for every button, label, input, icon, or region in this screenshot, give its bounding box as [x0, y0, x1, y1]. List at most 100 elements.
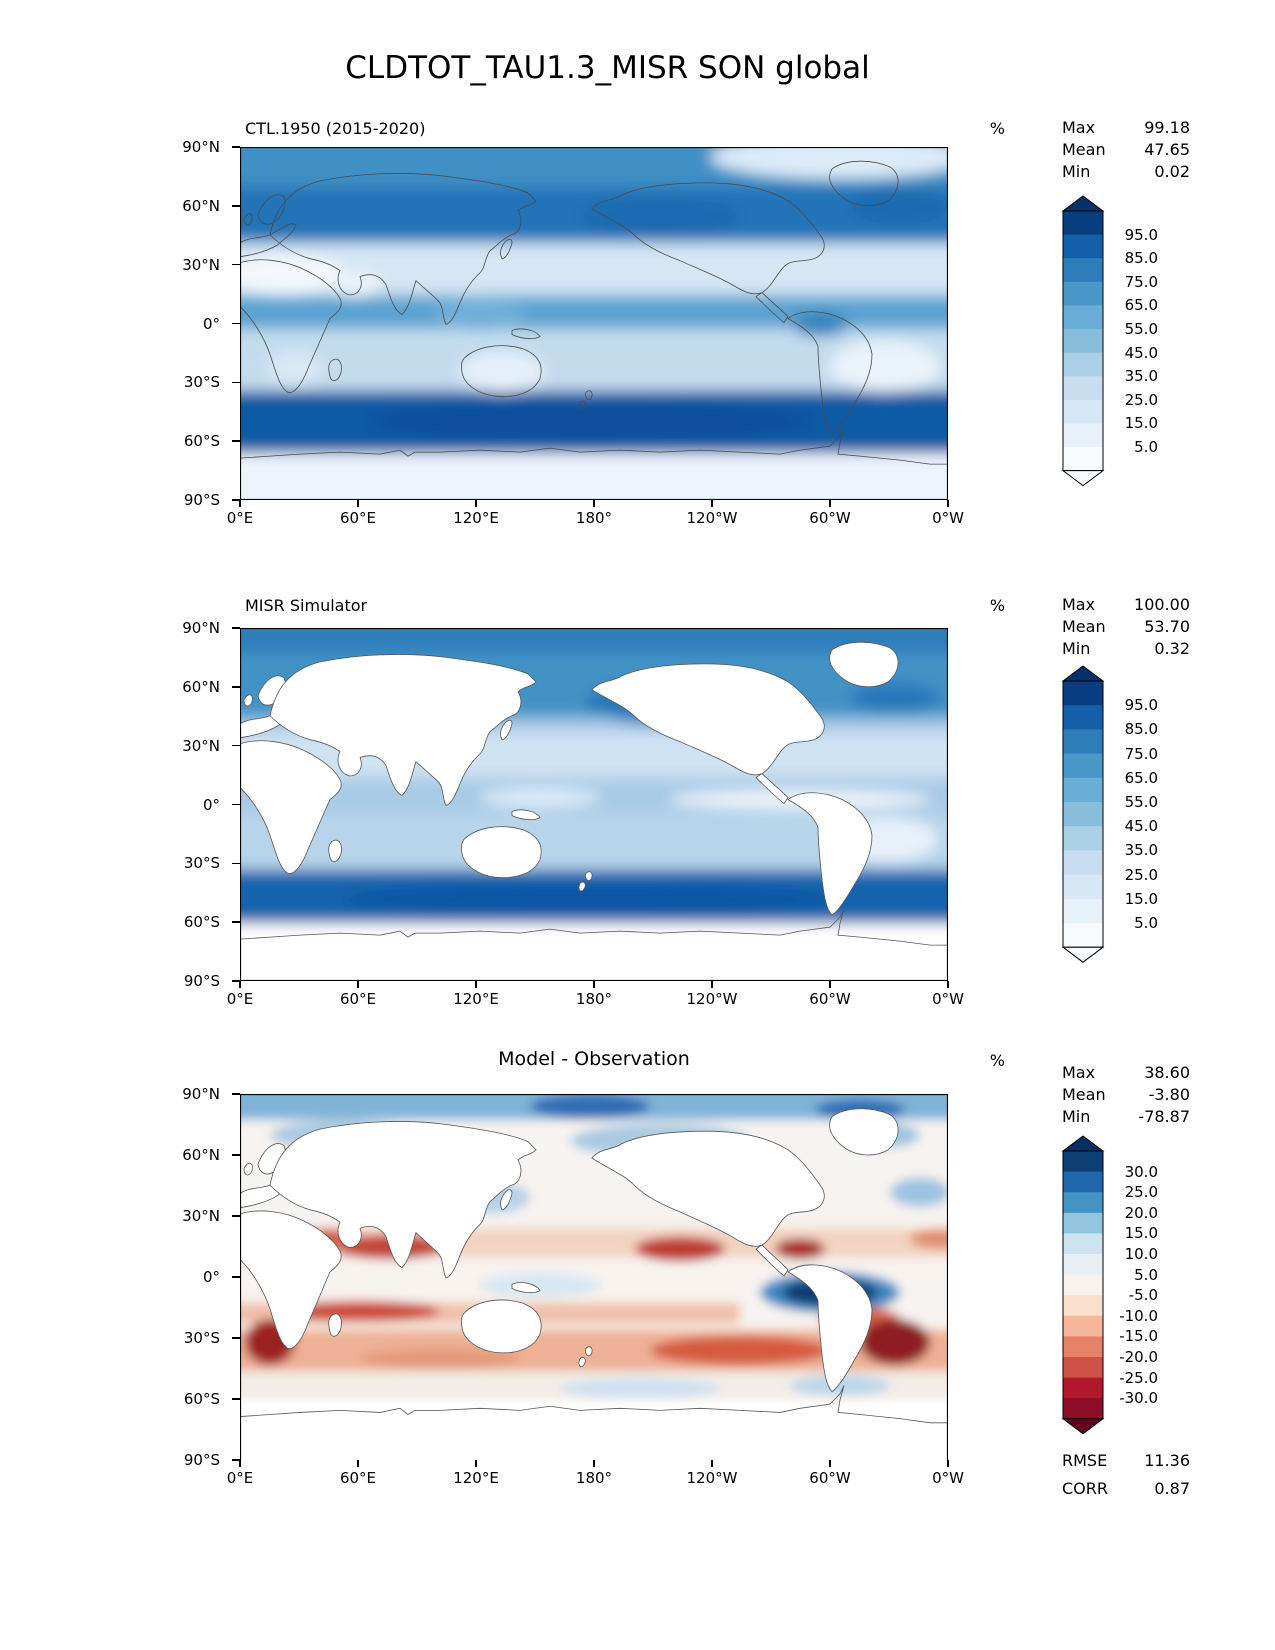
panel-diff-lat-axis: 90°N 60°N 30°N 0° 30°S 60°S 90°S [150, 1085, 240, 1469]
stat-mean: Mean -3.80 [1062, 1085, 1190, 1104]
lat-tick-label: 30°S [183, 373, 220, 392]
colorbar-tick-label: 5.0 [1134, 438, 1158, 456]
colorbar-tick-label: 75.0 [1124, 744, 1158, 763]
colorbar-model: 95.0 85.0 75.0 65.0 55.0 45.0 35.0 25.0 15.0 5.0 [1061, 195, 1222, 495]
lon-tick-mark [711, 500, 713, 507]
colorbar-tick-label: 15.0 [1124, 1224, 1158, 1243]
colorbar-tick-label: -10.0 [1119, 1306, 1158, 1325]
panel-diff-lon-axis: 0°E 60°E 120°E 180° 120°W 60°W 0°W [227, 1460, 964, 1490]
lon-tick-label: 120°E [453, 1469, 499, 1487]
colorbar-tick-label: -25.0 [1119, 1368, 1158, 1387]
stat-max: Max 100.00 [1062, 595, 1190, 614]
lon-tick-label: 0°E [226, 509, 254, 527]
lat-tick-label: 60°N [182, 677, 220, 696]
stat-min: Min 0.02 [1062, 162, 1190, 181]
colorbar-diff: 30.0 25.0 20.0 15.0 10.0 5.0 -5.0 -10.0 -15.0 -20… [1061, 1135, 1222, 1455]
colorbar-tick-label: 65.0 [1124, 768, 1158, 787]
stat-max: Max 99.18 [1062, 118, 1190, 137]
lon-tick-label: 60°E [339, 1469, 377, 1487]
colorbar-tick-label: 95.0 [1124, 696, 1158, 715]
lon-tick-mark [475, 500, 477, 507]
panel-diff-unit: % [989, 1051, 1005, 1070]
stat-min: Min -78.87 [1062, 1107, 1190, 1126]
lon-tick-mark [711, 1460, 713, 1467]
lat-tick-label: 0° [202, 795, 220, 814]
colorbar-tick-label: 15.0 [1124, 414, 1158, 433]
lat-tick-label: 60°S [183, 913, 220, 932]
panel-obs-title: MISR Simulator [245, 596, 368, 615]
lat-tick-label: 60°N [182, 196, 220, 215]
lat-tick-mark [232, 1276, 240, 1278]
lon-tick-label: 60°E [339, 990, 377, 1008]
lon-tick-label: 60°W [809, 509, 851, 527]
lat-tick-label: 90°N [182, 1085, 220, 1103]
colorbar-tick-label: 10.0 [1124, 1245, 1158, 1263]
lon-tick-mark [947, 1460, 949, 1467]
colorbar-tick-label: 15.0 [1124, 889, 1158, 908]
stat-max: Max 38.60 [1062, 1063, 1190, 1082]
lat-tick-mark [232, 205, 240, 207]
colorbar-tick-label: 85.0 [1124, 720, 1158, 739]
panel-obs-stats: Max 100.00 Mean 53.70 Min 0.32 [1062, 594, 1190, 660]
lon-tick-label: 0°W [932, 1469, 964, 1487]
panel-diff-stats: Max 38.60 Mean -3.80 Min -78.87 [1062, 1062, 1190, 1128]
lon-tick-mark [947, 500, 949, 507]
stat-mean: Mean 53.70 [1062, 617, 1190, 636]
lon-tick-mark [947, 981, 949, 988]
map-obs [240, 628, 948, 981]
colorbar-tick-label: 55.0 [1124, 320, 1158, 338]
colorbar-tick-label: 75.0 [1124, 272, 1158, 291]
colorbar-tick-label: 35.0 [1124, 841, 1158, 860]
lon-tick-label: 0°W [932, 509, 964, 527]
lon-tick-label: 180° [575, 509, 613, 527]
panel-model-stats: Max 99.18 Mean 47.65 Min 0.02 [1062, 117, 1190, 183]
lon-tick-mark [593, 500, 595, 507]
lat-tick-mark [232, 1093, 240, 1095]
lat-tick-mark [232, 686, 240, 688]
colorbar-tick-label: 25.0 [1124, 1183, 1158, 1202]
lon-tick-label: 180° [575, 1469, 613, 1487]
colorbar-tick-label: -5.0 [1128, 1286, 1158, 1305]
lon-tick-mark [357, 500, 359, 507]
lon-tick-label: 120°E [453, 990, 499, 1008]
lon-tick-label: 60°W [809, 1469, 851, 1487]
lon-tick-label: 120°W [686, 990, 738, 1008]
colorbar-tick-label: -15.0 [1119, 1327, 1158, 1346]
lat-tick-label: 60°S [183, 1390, 220, 1408]
colorbar-tick-label: 20.0 [1124, 1203, 1158, 1222]
colorbar-obs: 95.0 85.0 75.0 65.0 55.0 45.0 35.0 25.0 15.0 5.0 [1061, 665, 1222, 965]
map-diff [240, 1094, 948, 1460]
lat-tick-label: 30°N [182, 255, 220, 274]
lat-tick-label: 90°S [183, 491, 220, 509]
colorbar-tick-label: 25.0 [1124, 865, 1158, 884]
lat-tick-mark [232, 1337, 240, 1339]
lat-tick-label: 30°N [182, 1207, 220, 1225]
lon-tick-label: 120°E [453, 509, 499, 527]
colorbar-tick-label: 85.0 [1124, 249, 1158, 268]
lat-tick-mark [232, 440, 240, 442]
panel-model-unit: % [989, 119, 1005, 138]
lat-tick-label: 30°N [182, 736, 220, 755]
lon-tick-mark [239, 1460, 241, 1467]
lat-tick-label: 60°S [183, 432, 220, 451]
lat-tick-mark [232, 1459, 240, 1461]
panel-model-lat-axis: 90°N 60°N 30°N 0° 30°S 60°S 90°S [150, 138, 240, 509]
lat-tick-label: 30°S [183, 1329, 220, 1347]
lon-tick-mark [357, 981, 359, 988]
stat-min: Min 0.32 [1062, 639, 1190, 658]
lon-tick-mark [593, 1460, 595, 1467]
colorbar-tick-label: 25.0 [1124, 390, 1158, 409]
colorbar-tick-label: -20.0 [1119, 1348, 1158, 1366]
lat-tick-mark [232, 862, 240, 865]
lat-tick-label: 30°S [183, 854, 220, 873]
lon-tick-label: 120°W [686, 1469, 738, 1487]
lon-tick-mark [829, 500, 831, 507]
lon-tick-mark [593, 981, 595, 988]
panel-diff-metrics: RMSE 11.36 CORR 0.87 [1062, 1447, 1190, 1503]
lon-tick-label: 60°E [339, 509, 377, 527]
lon-tick-mark [475, 1460, 477, 1467]
lat-tick-label: 60°N [182, 1146, 220, 1164]
lon-tick-mark [239, 500, 241, 507]
panel-model-lon-axis: 0°E 60°E 120°E 180° 120°W 60°W 0°W [227, 500, 964, 530]
colorbar-tick-label: 95.0 [1124, 225, 1158, 244]
